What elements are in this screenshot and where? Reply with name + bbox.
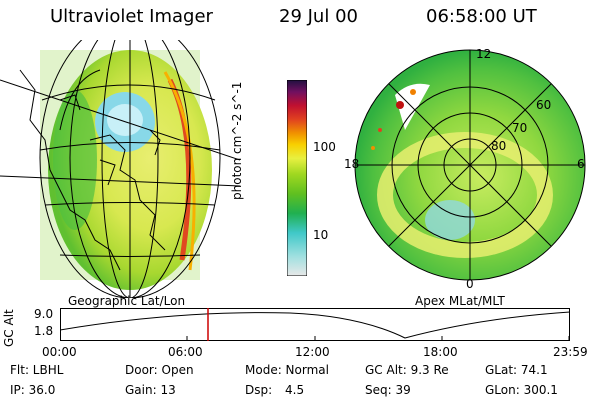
mlt-label-6: 6 (577, 157, 585, 171)
altitude-ytick-9: 9.0 (34, 307, 54, 321)
filter-info: Flt: LBHL (10, 363, 64, 377)
altitude-ytick-1.8: 1.8 (34, 324, 54, 338)
door-info: Door: Open (125, 363, 194, 377)
geographic-auroral-image (0, 40, 240, 298)
gc-alt-info: GC Alt: 9.3 Re (365, 363, 449, 377)
glon-info: GLon: 300.1 (485, 383, 558, 397)
dsp-label: Dsp: (245, 383, 273, 397)
mlt-label-0: 0 (466, 277, 474, 291)
mlat-label-60: 60 (536, 98, 552, 112)
time-label: 06:58:00 UT (426, 6, 537, 27)
mlat-label-70: 70 (512, 121, 528, 135)
glat-info: GLat: 74.1 (485, 363, 548, 377)
dsp-value: 4.5 (285, 383, 305, 397)
mlat-label-80: 80 (491, 139, 507, 153)
altitude-ylabel: GC Alt (2, 309, 16, 347)
apex-caption: Apex MLat/MLT (415, 294, 505, 308)
polar-mlat-mlt-image (354, 49, 586, 281)
colorbar-label: photon cm^-2 s^-1 (230, 81, 244, 200)
xtick-23-59: 23:59 (553, 345, 588, 359)
mlt-label-18: 18 (344, 157, 360, 171)
colorbar-gradient (286, 79, 311, 277)
colorbar-tick-10: 10 (313, 228, 329, 242)
xtick-06-00: 06:00 (168, 345, 203, 359)
xtick-00-00: 00:00 (42, 345, 77, 359)
xtick-12-00: 12:00 (295, 345, 330, 359)
gain-info: Gain: 13 (125, 383, 176, 397)
date-label: 29 Jul 00 (279, 6, 358, 27)
colorbar (286, 79, 311, 277)
mlt-label-12: 12 (476, 47, 492, 61)
seq-info: Seq: 39 (365, 383, 411, 397)
ip-info: IP: 36.0 (10, 383, 56, 397)
geographic-caption: Geographic Lat/Lon (68, 294, 186, 308)
mode-info: Mode: Normal (245, 363, 329, 377)
colorbar-tick-100: 100 (313, 140, 336, 154)
xtick-18-00: 18:00 (423, 345, 458, 359)
altitude-plot (60, 308, 570, 341)
instrument-title: Ultraviolet Imager (50, 6, 213, 27)
